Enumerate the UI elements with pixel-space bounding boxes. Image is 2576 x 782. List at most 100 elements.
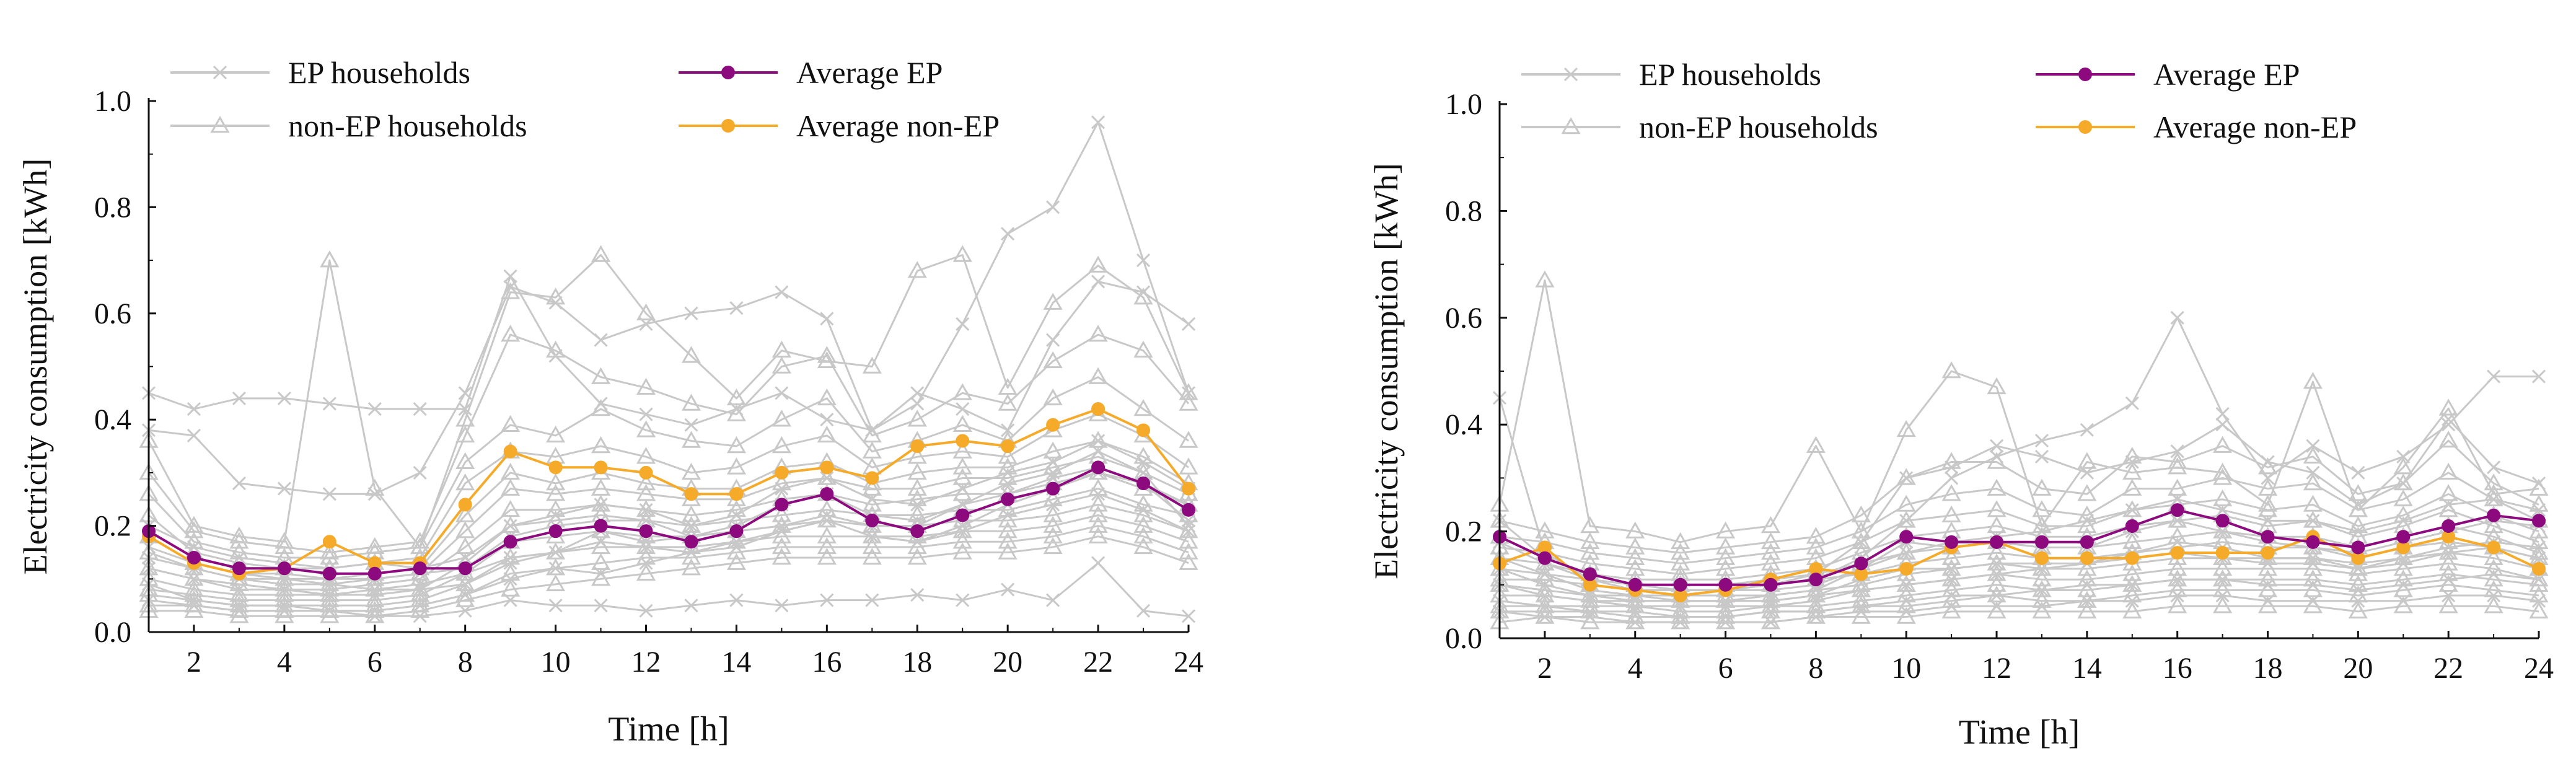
non-ep-household-series-point bbox=[817, 351, 837, 369]
average-non-ep-series-point bbox=[2487, 540, 2501, 555]
non-ep-household-series-point bbox=[2032, 500, 2052, 517]
non-ep-household-series-point bbox=[2168, 511, 2187, 528]
ep-household-series-point bbox=[775, 285, 789, 299]
non-ep-household-series-line bbox=[149, 535, 1189, 617]
non-ep-household-series-point bbox=[1043, 351, 1063, 369]
ep-household-series-point bbox=[1537, 610, 1552, 624]
ep-household-series-point bbox=[2306, 594, 2320, 608]
ep-household-series-point bbox=[548, 599, 563, 613]
average-ep-series-point bbox=[1628, 578, 1642, 592]
ep-household-series-point bbox=[413, 582, 427, 597]
ep-household-series-point bbox=[2396, 514, 2411, 528]
non-ep-household-series-point bbox=[2257, 478, 2278, 496]
ep-household-series-point bbox=[187, 540, 201, 554]
non-ep-household-series-point bbox=[636, 447, 656, 464]
legend-item: Average non-EP bbox=[679, 108, 1000, 143]
non-ep-household-series-point bbox=[2484, 548, 2503, 565]
non-ep-household-series-point bbox=[817, 388, 837, 406]
non-ep-household-series-point bbox=[952, 383, 972, 400]
non-ep-household-series-point bbox=[1806, 537, 1826, 555]
average-non-ep-series-point bbox=[639, 465, 653, 480]
average-ep-series-point bbox=[1764, 578, 1778, 592]
x-tick-label: 12 bbox=[1982, 652, 2011, 685]
x-tick-label: 2 bbox=[187, 646, 201, 679]
non-ep-household-series-point bbox=[907, 478, 927, 496]
average-ep-series-point bbox=[1990, 535, 2004, 549]
ep-household-series-point bbox=[1136, 465, 1151, 480]
ep-household-series-point bbox=[2531, 573, 2546, 587]
ep-household-series-point bbox=[1718, 610, 1733, 624]
ep-household-series-point bbox=[1899, 604, 1914, 618]
non-ep-household-series-point bbox=[1715, 548, 1736, 565]
ep-household-series-point bbox=[367, 587, 382, 602]
ep-household-series-point bbox=[1989, 567, 2004, 581]
non-ep-household-series-line bbox=[1499, 509, 2539, 581]
average-non-ep-series-point bbox=[1046, 418, 1060, 432]
average-ep-series-point bbox=[277, 561, 291, 576]
right-chart-panel: 2 4 6 8 10 12 14 16 18 20 22 240.00.20.40.60.81.0Ti… bbox=[1368, 57, 2554, 752]
ep-household-series-point bbox=[2396, 476, 2411, 491]
legend-label: Average non-EP bbox=[796, 108, 1000, 143]
ep-household-series-point bbox=[322, 604, 336, 618]
ep-household-series-point bbox=[232, 604, 246, 618]
non-ep-household-series-point bbox=[2077, 484, 2097, 501]
y-tick-label: 0.2 bbox=[94, 510, 131, 543]
y-tick-label: 0.0 bbox=[94, 616, 131, 649]
ep-household-series-point bbox=[1136, 604, 1151, 618]
non-ep-household-series-point bbox=[952, 457, 972, 475]
y-tick-label: 1.0 bbox=[1445, 88, 1482, 121]
ep-household-series-point bbox=[2215, 524, 2230, 538]
ep-household-series-point bbox=[503, 269, 517, 283]
ep-household-series-point bbox=[277, 582, 291, 597]
non-ep-household-series-point bbox=[1987, 553, 2007, 571]
ep-household-series-point bbox=[1181, 386, 1196, 400]
non-ep-household-series-point bbox=[1133, 340, 1153, 358]
y-tick-label: 1.0 bbox=[94, 85, 131, 118]
ep-household-series-point bbox=[2261, 594, 2275, 608]
legend-label: EP households bbox=[288, 55, 470, 90]
x-tick-label: 6 bbox=[367, 646, 382, 679]
y-axis-label: Electricity consumption [kWh] bbox=[1368, 163, 1405, 579]
ep-household-series-point bbox=[1809, 588, 1823, 603]
ep-household-series-point bbox=[1989, 599, 2004, 613]
ep-household-series-point bbox=[2125, 503, 2139, 517]
average-ep-series-point bbox=[1854, 556, 1868, 571]
non-ep-household-series-point bbox=[771, 436, 791, 454]
ep-household-series-point bbox=[1989, 449, 2004, 463]
average-ep-series-point bbox=[458, 561, 472, 576]
ep-household-series-point bbox=[322, 487, 336, 501]
ep-household-series-point bbox=[187, 599, 201, 613]
average-non-ep-series-point bbox=[910, 439, 925, 454]
legend-label: Average EP bbox=[2153, 57, 2300, 92]
non-ep-household-series-point bbox=[1806, 527, 1826, 544]
average-non-ep-series-point bbox=[1091, 402, 1106, 416]
non-ep-household-series-point bbox=[771, 410, 791, 427]
ep-household-series-line bbox=[1499, 519, 2539, 591]
ep-household-series-point bbox=[2170, 444, 2184, 459]
non-ep-household-series-point bbox=[320, 250, 340, 268]
y-tick-label: 0.4 bbox=[1445, 408, 1482, 441]
non-ep-household-series-point bbox=[1987, 516, 2007, 534]
non-ep-household-series-line bbox=[147, 254, 1190, 548]
non-ep-household-series bbox=[139, 367, 1198, 565]
average-ep-series-point bbox=[956, 508, 970, 522]
ep-household-series-point bbox=[458, 587, 472, 602]
average-non-ep-series-point bbox=[458, 498, 472, 512]
non-ep-household-series-point bbox=[1851, 505, 1871, 522]
ep-household-series-point bbox=[594, 397, 608, 411]
average-non-ep-series-point bbox=[2532, 561, 2546, 576]
ep-household-series-point bbox=[232, 582, 246, 597]
ep-household-series-point bbox=[2261, 556, 2275, 571]
non-ep-household-series-point bbox=[2438, 553, 2458, 571]
average-non-ep-series-point bbox=[594, 460, 608, 475]
ep-household-series-point bbox=[2215, 418, 2230, 432]
ep-household-series bbox=[1492, 567, 2546, 624]
non-ep-household-series-point bbox=[952, 415, 972, 433]
ep-household-series-point bbox=[367, 609, 382, 623]
average-ep-series-point bbox=[684, 535, 698, 549]
ep-household-series-line bbox=[148, 280, 1189, 495]
average-ep-series-point bbox=[367, 566, 382, 581]
ep-household-series-point bbox=[1136, 285, 1151, 299]
non-ep-household-series-point bbox=[2122, 601, 2142, 619]
